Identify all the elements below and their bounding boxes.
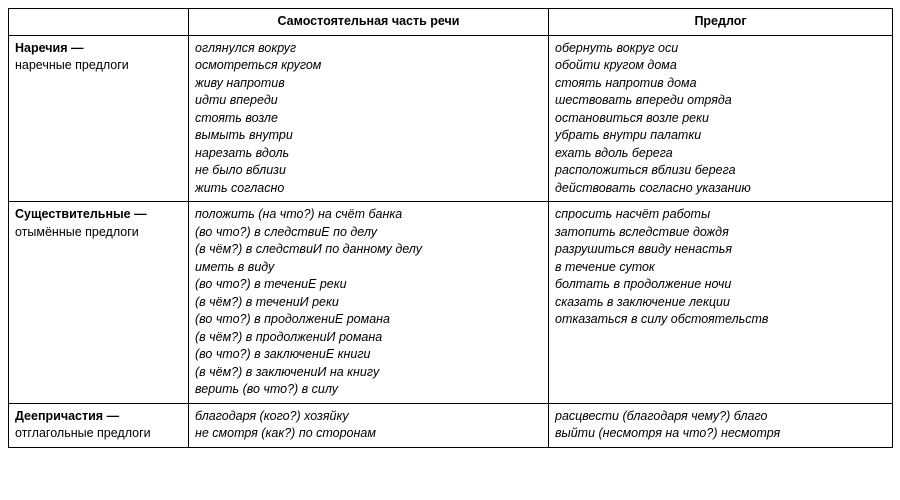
row-label-main: Деепричастия —	[15, 409, 119, 423]
cell-independent: благодаря (кого?) хозяйкуне смотря (как?…	[189, 403, 549, 447]
row-label-nouns: Существительные — отымённые предлоги	[9, 202, 189, 404]
cell-independent: положить (на что?) на счёт банка(во что?…	[189, 202, 549, 404]
row-label-gerunds: Деепричастия — отглагольные предлоги	[9, 403, 189, 447]
row-label-sub: отглагольные предлоги	[15, 426, 151, 440]
grammar-table: Самостоятельная часть речи Предлог Нареч…	[8, 8, 893, 448]
row-label-adverbs: Наречия — наречные предлоги	[9, 35, 189, 202]
header-row: Самостоятельная часть речи Предлог	[9, 9, 893, 36]
cell-preposition: спросить насчёт работызатопить вследстви…	[549, 202, 893, 404]
row-label-main: Существительные —	[15, 207, 147, 221]
row-label-sub: отымённые предлоги	[15, 225, 139, 239]
table-row: Наречия — наречные предлоги оглянулся во…	[9, 35, 893, 202]
table-row: Существительные — отымённые предлоги пол…	[9, 202, 893, 404]
cell-preposition: расцвести (благодаря чему?) благовыйти (…	[549, 403, 893, 447]
header-independent: Самостоятельная часть речи	[189, 9, 549, 36]
header-preposition: Предлог	[549, 9, 893, 36]
cell-preposition: обернуть вокруг осиобойти кругом домасто…	[549, 35, 893, 202]
row-label-sub: наречные предлоги	[15, 58, 129, 72]
row-label-main: Наречия —	[15, 41, 83, 55]
table-row: Деепричастия — отглагольные предлоги бла…	[9, 403, 893, 447]
header-empty	[9, 9, 189, 36]
cell-independent: оглянулся вокругосмотреться кругомживу н…	[189, 35, 549, 202]
